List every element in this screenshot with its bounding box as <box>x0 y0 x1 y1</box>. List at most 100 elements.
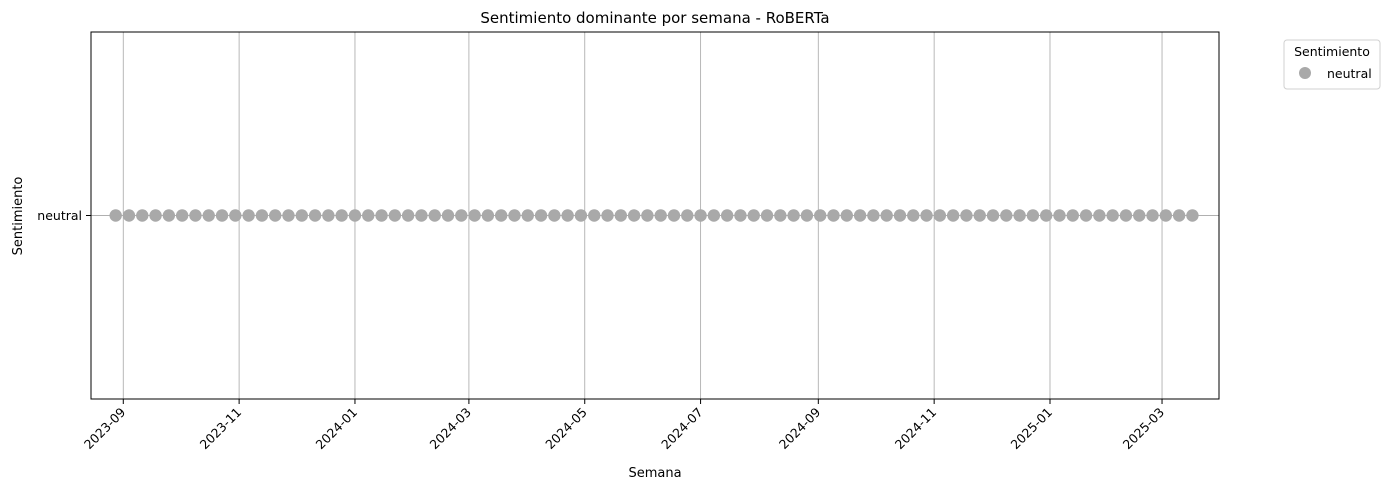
data-point <box>215 209 229 222</box>
data-point <box>1159 209 1173 222</box>
legend-entry-neutral: neutral <box>1327 66 1372 81</box>
data-point <box>282 209 295 222</box>
data-point <box>481 209 495 222</box>
data-point <box>162 209 176 222</box>
y-tick-label: neutral <box>37 208 82 223</box>
data-point <box>521 209 534 222</box>
data-point <box>468 209 481 222</box>
data-point <box>1172 209 1186 222</box>
data-point <box>1146 209 1159 222</box>
data-point <box>441 209 455 222</box>
data-point <box>867 209 880 222</box>
data-point <box>800 209 814 222</box>
data-point <box>109 209 122 222</box>
data-point <box>920 209 933 222</box>
data-point <box>136 209 149 222</box>
data-point <box>734 209 747 222</box>
x-tick-label: 2023-09 <box>81 404 129 452</box>
x-tick-label: 2024-11 <box>892 405 940 453</box>
data-point <box>548 209 561 222</box>
data-point <box>308 209 322 222</box>
data-point <box>415 209 428 222</box>
data-point <box>1039 209 1053 222</box>
data-point <box>1093 209 1106 222</box>
data-point <box>973 209 986 222</box>
x-tick-label: 2024-05 <box>542 405 590 453</box>
data-point <box>401 209 415 222</box>
data-point <box>362 209 375 222</box>
chart-title: Sentimiento dominante por semana - RoBER… <box>480 9 829 27</box>
data-point <box>694 209 707 222</box>
x-tick-label: 2025-01 <box>1008 405 1056 453</box>
data-point <box>627 209 641 222</box>
data-point <box>375 209 388 222</box>
data-point <box>229 209 242 222</box>
data-point <box>335 209 348 222</box>
data-point <box>149 209 162 222</box>
data-point <box>269 209 282 222</box>
x-tick-label: 2025-03 <box>1120 405 1168 453</box>
data-point <box>667 209 681 222</box>
x-tick-label: 2024-07 <box>658 405 706 453</box>
data-point <box>122 209 136 222</box>
data-point <box>388 209 402 222</box>
data-point <box>322 209 335 222</box>
data-point <box>1066 209 1079 222</box>
data-point <box>654 209 667 222</box>
data-point <box>601 209 614 222</box>
data-point <box>893 209 907 222</box>
data-point <box>189 209 202 222</box>
legend-title: Sentimiento <box>1294 44 1370 59</box>
data-point <box>242 209 255 222</box>
data-point <box>508 209 521 222</box>
data-point <box>348 209 362 222</box>
data-point <box>1053 209 1066 222</box>
data-point <box>946 209 960 222</box>
data-point <box>787 209 800 222</box>
y-axis-label: Sentimiento <box>11 177 26 256</box>
data-point <box>774 209 787 222</box>
data-point <box>588 209 601 222</box>
data-point <box>760 209 774 222</box>
data-point <box>933 209 947 222</box>
data-point <box>1186 209 1199 222</box>
data-point <box>641 209 654 222</box>
data-point <box>747 209 760 222</box>
x-tick-label: 2024-09 <box>776 404 824 452</box>
data-point <box>1119 209 1133 222</box>
data-point <box>175 209 189 222</box>
legend-marker <box>1299 67 1311 79</box>
data-point <box>681 209 694 222</box>
legend: Sentimiento neutral <box>1283 39 1381 90</box>
data-point <box>960 209 973 222</box>
data-point <box>1026 209 1040 222</box>
data-point <box>1000 209 1013 222</box>
data-point <box>827 209 840 222</box>
data-point <box>720 209 734 222</box>
data-point <box>1013 209 1026 222</box>
x-axis-label: Semana <box>628 466 681 481</box>
data-point <box>707 209 721 222</box>
data-point <box>814 209 827 222</box>
data-point <box>428 209 441 222</box>
data-point <box>534 209 548 222</box>
x-ticks: 2023-09 2023-11 2024-01 2024-03 2024-05 2024-… <box>81 399 1167 452</box>
data-point <box>840 209 853 222</box>
data-point <box>1133 209 1146 222</box>
x-tick-label: 2024-03 <box>426 405 474 453</box>
data-point <box>1106 209 1119 222</box>
data-point <box>880 209 893 222</box>
data-point <box>907 209 920 222</box>
data-point <box>561 209 574 222</box>
data-point <box>494 209 508 222</box>
data-point <box>295 209 308 222</box>
x-tick-label: 2023-11 <box>197 405 245 453</box>
points-layer <box>109 209 1199 222</box>
data-point <box>614 209 628 222</box>
y-ticks: neutral <box>37 208 91 223</box>
data-point <box>986 209 1000 222</box>
data-point <box>455 209 468 222</box>
data-point <box>853 209 867 222</box>
